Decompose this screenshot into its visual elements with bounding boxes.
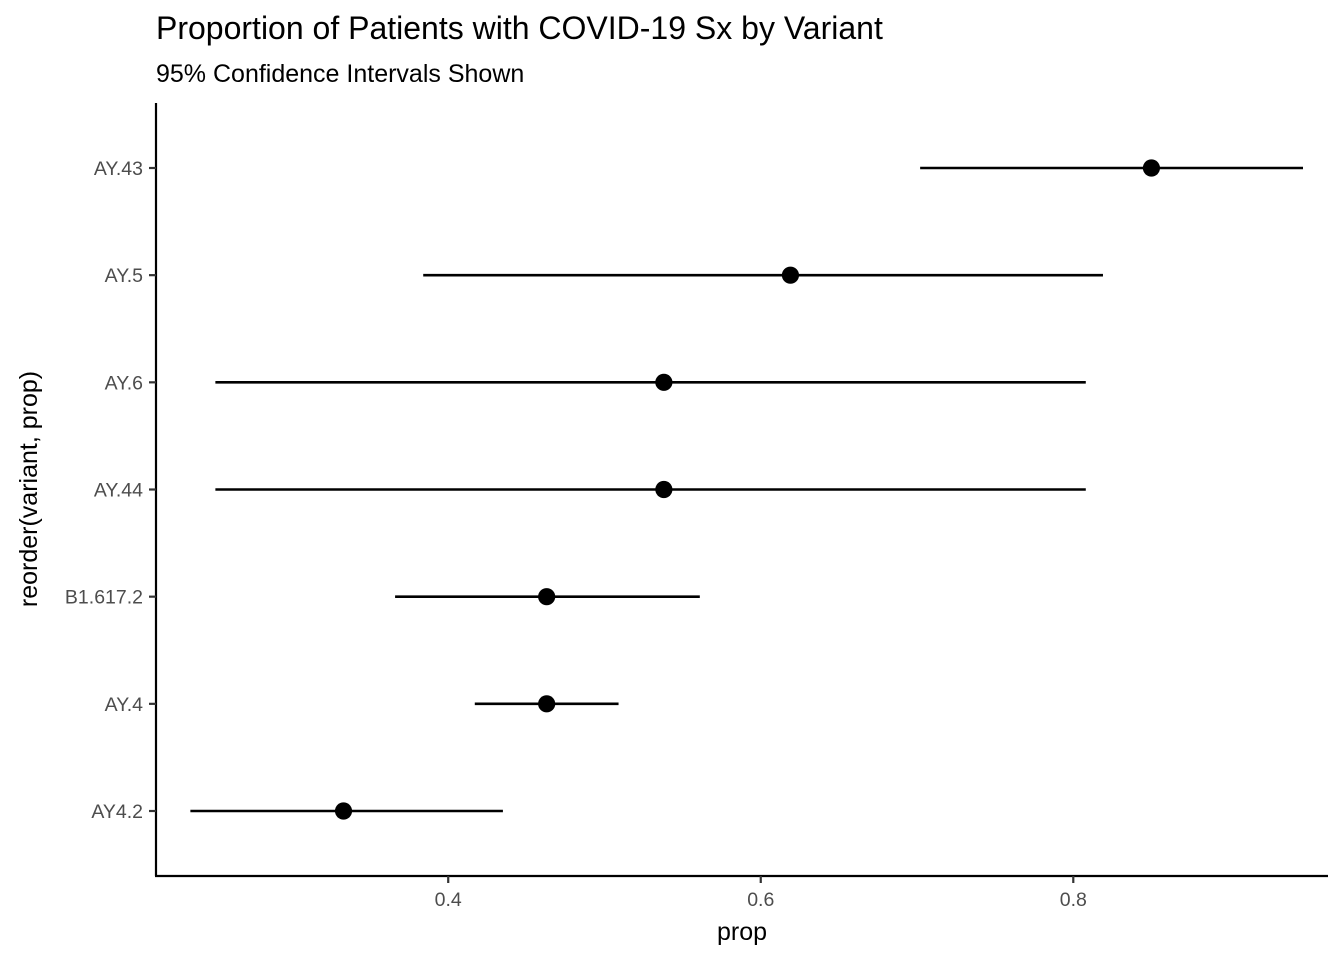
point-b1-617-2 [538,588,556,606]
y-tick-label: AY.5 [105,265,143,287]
point-ay4-2 [334,802,353,820]
x-axis-title: prop [717,918,767,946]
point-ay-6 [655,373,673,391]
chart-title: Proportion of Patients with COVID-19 Sx … [156,10,883,46]
x-tick-label: 0.8 [1060,889,1087,911]
point-ay-5 [781,266,800,284]
chart-subtitle: 95% Confidence Intervals Shown [156,60,524,88]
plot-area [190,159,1303,820]
point-ay-43 [1142,159,1161,177]
y-tick-label: AY.6 [105,372,143,394]
x-axis-ticks: 0.4 0.6 0.8 [435,876,1087,911]
y-axis-ticks: AY4.2 AY.4 B1.617.2 AY.44 AY.6 AY.5 AY.43 [65,158,156,823]
y-tick-label: AY4.2 [91,801,143,823]
point-ay-4 [538,695,556,713]
y-tick-label: AY.4 [105,694,143,716]
y-tick-label: AY.43 [94,158,143,180]
y-tick-label: AY.44 [94,480,143,502]
y-tick-label: B1.617.2 [65,587,143,609]
x-tick-label: 0.6 [747,889,774,911]
x-tick-label: 0.4 [435,889,462,911]
y-axis-title: reorder(variant, prop) [15,371,43,607]
point-ay-44 [655,480,673,499]
